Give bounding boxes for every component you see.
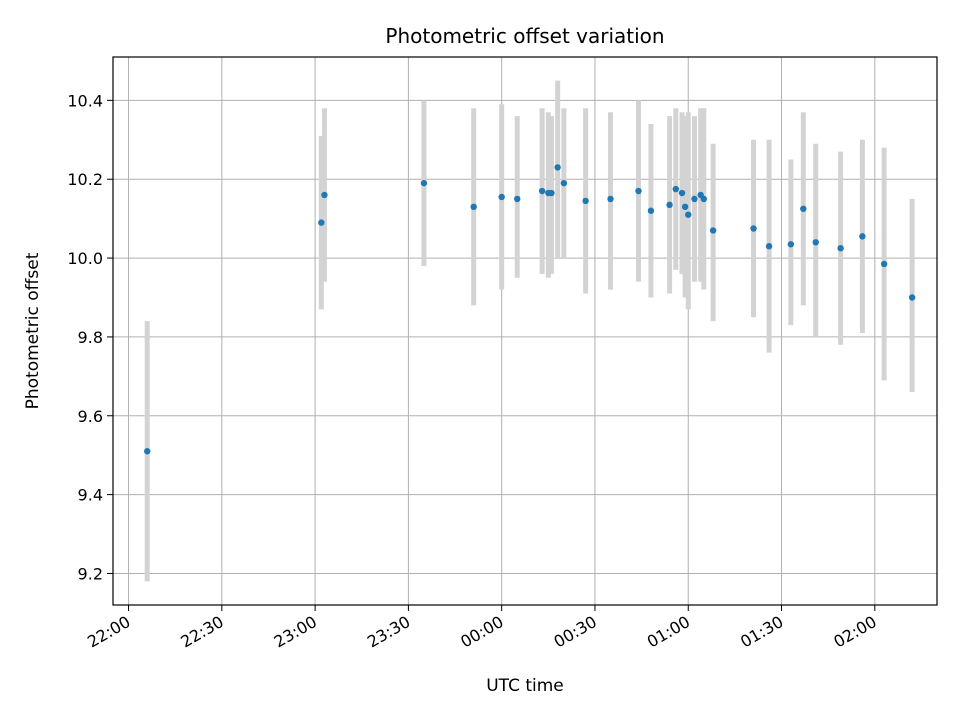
x-tick-label: 22:00 [84,612,133,652]
data-point [582,197,589,205]
data-point [635,187,642,195]
data-point [672,185,680,193]
data-point [787,241,795,248]
y-ticks: 9.2 9.4 9.6 9.8 10.0 10.2 10.4 [67,91,113,583]
x-ticks: 22:00 22:30 23:00 23:30 00:00 00:30 01:00 01:30… [84,605,880,652]
data-point [908,294,916,301]
data-point [800,205,807,212]
data-point [548,189,555,197]
x-tick-label: 00:00 [457,612,506,652]
data-point [859,233,866,240]
error-bars [144,80,915,582]
data-point [560,179,568,187]
data-point [837,245,844,252]
x-tick-label: 22:30 [177,612,226,652]
y-tick-label: 9.6 [78,407,103,426]
data-point [498,193,505,201]
data-point [765,243,773,250]
data-point [691,195,698,203]
grid [113,57,937,605]
y-tick-label: 10.4 [67,91,103,110]
data-point [685,211,692,218]
data-point [647,207,655,214]
data-point [700,195,707,203]
data-point [678,189,686,197]
data-point [681,203,689,211]
data-point [554,164,561,171]
x-tick-label: 01:30 [737,612,786,652]
data-point [880,260,888,268]
data-point [812,239,819,246]
data-point [538,187,546,195]
data-point [470,203,477,211]
data-points [144,164,916,455]
x-tick-label: 23:00 [271,612,320,652]
y-tick-label: 9.8 [78,328,103,347]
data-point [607,195,614,203]
x-axis-label: UTC time [486,676,564,696]
x-tick-label: 02:00 [830,612,879,652]
data-point [666,201,673,209]
x-tick-label: 23:30 [364,612,413,652]
plot-frame [112,56,938,606]
data-point [144,448,151,455]
x-tick-label: 00:30 [551,612,600,652]
data-point [321,191,328,199]
data-point [420,179,428,187]
data-point [750,225,757,232]
y-tick-label: 10.0 [67,249,103,268]
data-point [318,219,325,226]
y-axis-label: Photometric offset [23,252,43,409]
data-point [709,227,717,234]
data-point [514,195,521,203]
y-tick-label: 10.2 [67,170,103,189]
y-tick-label: 9.4 [78,486,103,505]
y-tick-label: 9.2 [78,564,103,583]
x-tick-label: 01:00 [644,612,693,652]
chart-title: Photometric offset variation [385,24,664,48]
